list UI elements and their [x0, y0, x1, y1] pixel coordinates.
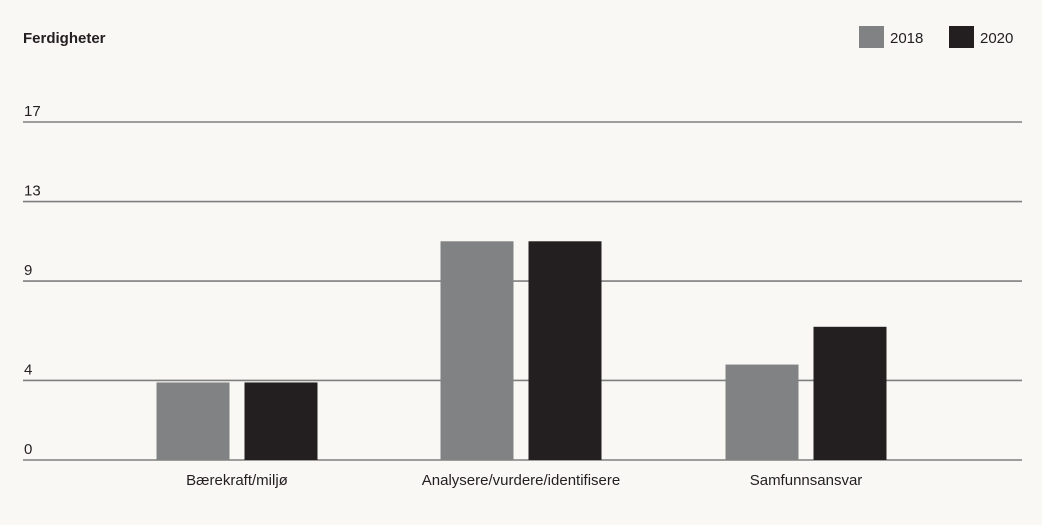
- bar-2018-2: [725, 364, 799, 460]
- legend-label: 2020: [980, 30, 1013, 47]
- x-category-label: Bærekraft/miljø: [186, 472, 288, 489]
- y-tick-label: 4: [24, 361, 32, 378]
- chart-title: Ferdigheter: [23, 30, 106, 47]
- x-category-label: Samfunnsansvar: [750, 472, 863, 489]
- y-tick-label: 9: [24, 262, 32, 279]
- bar-2018-0: [156, 382, 230, 460]
- legend: 2018 2020: [859, 26, 1013, 48]
- legend-swatch: [859, 26, 884, 48]
- bar-2018-1: [440, 241, 514, 460]
- legend-label: 2018: [890, 30, 923, 47]
- y-axis-ticks: 0 4 9 13 17: [24, 103, 41, 458]
- bar-2020-2: [813, 326, 887, 460]
- y-tick-label: 13: [24, 183, 41, 200]
- bars: [156, 241, 887, 460]
- y-tick-label: 17: [24, 103, 41, 120]
- x-category-label: Analysere/vurdere/identifisere: [422, 472, 620, 489]
- legend-swatch: [949, 26, 974, 48]
- bar-2020-1: [528, 241, 602, 460]
- bar-2020-0: [244, 382, 318, 460]
- x-axis-labels: Bærekraft/miljø Analysere/vurdere/identif…: [186, 472, 862, 489]
- y-tick-label: 0: [24, 441, 32, 458]
